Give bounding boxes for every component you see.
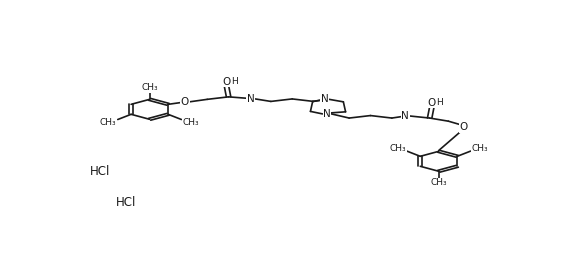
Text: N: N xyxy=(401,111,409,121)
Text: CH₃: CH₃ xyxy=(100,118,117,127)
Text: HCl: HCl xyxy=(90,165,110,178)
Text: CH₃: CH₃ xyxy=(141,83,158,92)
Text: CH₃: CH₃ xyxy=(183,118,200,127)
Text: CH₃: CH₃ xyxy=(430,178,447,187)
Text: N: N xyxy=(321,94,328,104)
Text: O: O xyxy=(181,97,189,107)
Text: H: H xyxy=(231,77,238,86)
Text: N: N xyxy=(247,94,255,104)
Text: O: O xyxy=(222,77,231,87)
Text: N: N xyxy=(323,109,331,119)
Text: O: O xyxy=(428,98,436,108)
Text: CH₃: CH₃ xyxy=(471,144,488,153)
Text: HCl: HCl xyxy=(116,196,137,209)
Text: CH₃: CH₃ xyxy=(390,144,406,153)
Text: O: O xyxy=(460,122,468,132)
Text: H: H xyxy=(436,98,443,107)
